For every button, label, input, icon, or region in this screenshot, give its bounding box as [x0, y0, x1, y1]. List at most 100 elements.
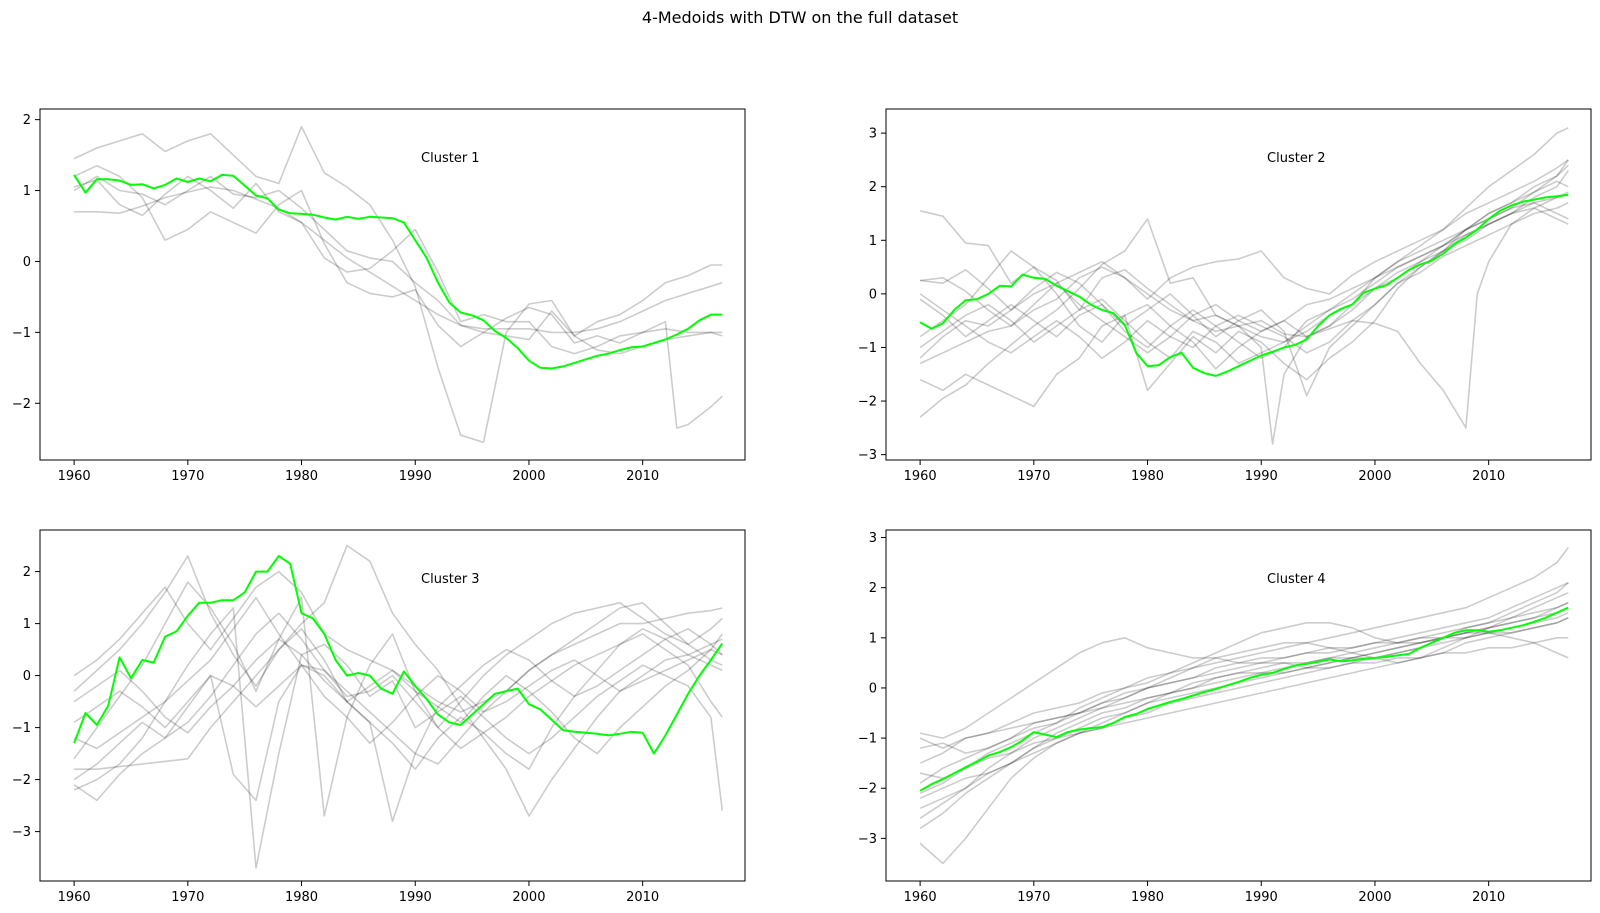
member-series-line [73, 596, 723, 750]
member-series-line [919, 617, 1569, 780]
x-tick-label: 1990 [1245, 469, 1278, 484]
member-series-line [73, 627, 723, 823]
member-series-line [73, 601, 723, 802]
x-tick-label: 2000 [512, 469, 545, 484]
x-tick-label: 1960 [904, 469, 937, 484]
x-tick-label: 1960 [904, 890, 937, 905]
y-tick-label: 2 [23, 113, 31, 128]
y-tick-label: 0 [869, 681, 877, 696]
x-tick-label: 1980 [285, 890, 318, 905]
x-tick-label: 2010 [1472, 890, 1505, 905]
y-tick-label: −3 [12, 825, 31, 840]
cluster-title: Cluster 2 [1267, 151, 1326, 166]
x-tick-label: 2010 [626, 469, 659, 484]
x-tick-label: 1960 [58, 469, 91, 484]
x-tick-label: 2010 [1472, 469, 1505, 484]
member-series-line [919, 631, 1569, 754]
y-tick-label: −1 [12, 326, 31, 341]
member-series-line [919, 617, 1569, 795]
axes-frame [885, 108, 1592, 461]
y-tick-label: 1 [869, 631, 877, 646]
x-tick-label: 2010 [626, 890, 659, 905]
x-tick-label: 2000 [1358, 469, 1391, 484]
y-tick-label: −2 [12, 397, 31, 412]
y-tick-label: 1 [23, 617, 31, 632]
series-group [919, 547, 1569, 865]
member-series-line [919, 636, 1569, 739]
member-series-line [919, 611, 1569, 800]
member-series-line [920, 159, 1569, 327]
member-series-line [73, 125, 723, 444]
x-tick-label: 1980 [285, 469, 318, 484]
x-tick-label: 2000 [1358, 890, 1391, 905]
medoid-series-line [919, 193, 1569, 377]
member-series-line [919, 164, 1569, 360]
x-tick-label: 1980 [1131, 890, 1164, 905]
subplot-cluster-2: 1960 1970 1980 1990 2000 2010 −3 −2 −1 0 1 2 3 Cluste… [858, 108, 1592, 484]
member-series-line [919, 202, 1569, 359]
subplot-cluster-4: 1960 1970 1980 1990 2000 2010 −3 −2 −1 0 1 2 3 Cluste… [858, 529, 1592, 905]
y-tick-label: −2 [858, 395, 877, 410]
x-tick-label: 1960 [58, 890, 91, 905]
member-series-line [73, 633, 723, 781]
member-series-line [920, 191, 1569, 397]
x-tick-label: 1990 [399, 890, 432, 905]
member-series-line [919, 180, 1569, 365]
member-series-line [73, 633, 723, 755]
series-group [73, 544, 724, 869]
y-tick-label: 0 [869, 287, 877, 302]
y-tick-label: −1 [858, 341, 877, 356]
member-series-line [74, 544, 723, 817]
member-series-line [73, 607, 724, 869]
member-series-line [74, 186, 723, 334]
y-tick-label: −2 [12, 773, 31, 788]
member-series-line [919, 601, 1569, 865]
y-tick-label: 1 [869, 234, 877, 249]
member-series-line [919, 202, 1569, 360]
x-tick-label: 1980 [1131, 469, 1164, 484]
y-tick-label: −1 [12, 721, 31, 736]
cluster-title: Cluster 4 [1267, 572, 1326, 587]
y-tick-label: 2 [869, 581, 877, 596]
cluster-title: Cluster 1 [421, 151, 480, 166]
figure-title: 4-Medoids with DTW on the full dataset [641, 8, 959, 27]
member-series-line [919, 207, 1569, 365]
member-series-line [73, 175, 723, 355]
x-tick-label: 2000 [512, 890, 545, 905]
x-tick-label: 1970 [171, 469, 204, 484]
y-tick-label: 1 [23, 184, 31, 199]
member-series-line [73, 175, 723, 429]
member-series-line [919, 591, 1569, 749]
axes-frame [39, 108, 746, 461]
member-series-line [919, 547, 1569, 764]
x-tick-label: 1970 [1017, 890, 1050, 905]
medoid-series-line [73, 173, 723, 370]
member-series-line [919, 581, 1569, 784]
member-series-line [73, 164, 723, 355]
axes-frame [885, 529, 1592, 882]
x-tick-label: 1990 [1245, 890, 1278, 905]
x-tick-label: 1990 [399, 469, 432, 484]
member-series-line [919, 159, 1569, 408]
member-series-line [919, 606, 1569, 810]
member-series-line [73, 555, 723, 771]
medoid-series-line [919, 606, 1569, 792]
x-tick-label: 1970 [1017, 469, 1050, 484]
member-series-line [73, 570, 723, 713]
member-series-line [919, 127, 1569, 445]
y-tick-label: 0 [23, 255, 31, 270]
member-series-line [919, 193, 1569, 429]
member-series-line [73, 581, 723, 817]
axes-frame [39, 529, 746, 882]
y-tick-label: 3 [869, 531, 877, 546]
member-series-line [919, 170, 1569, 370]
cluster-title: Cluster 3 [421, 572, 480, 587]
x-tick-label: 1970 [171, 890, 204, 905]
medoid-series-line [73, 555, 724, 755]
y-tick-label: −3 [858, 448, 877, 463]
subplot-cluster-1: 1960 1970 1980 1990 2000 2010 −2 −1 0 1 2 Cluster 1 [12, 108, 746, 484]
member-series-line [919, 582, 1569, 819]
subplot-cluster-3: 1960 1970 1980 1990 2000 2010 −3 −2 −1 0 1 2 Cluster… [12, 529, 746, 905]
y-tick-label: 2 [23, 565, 31, 580]
